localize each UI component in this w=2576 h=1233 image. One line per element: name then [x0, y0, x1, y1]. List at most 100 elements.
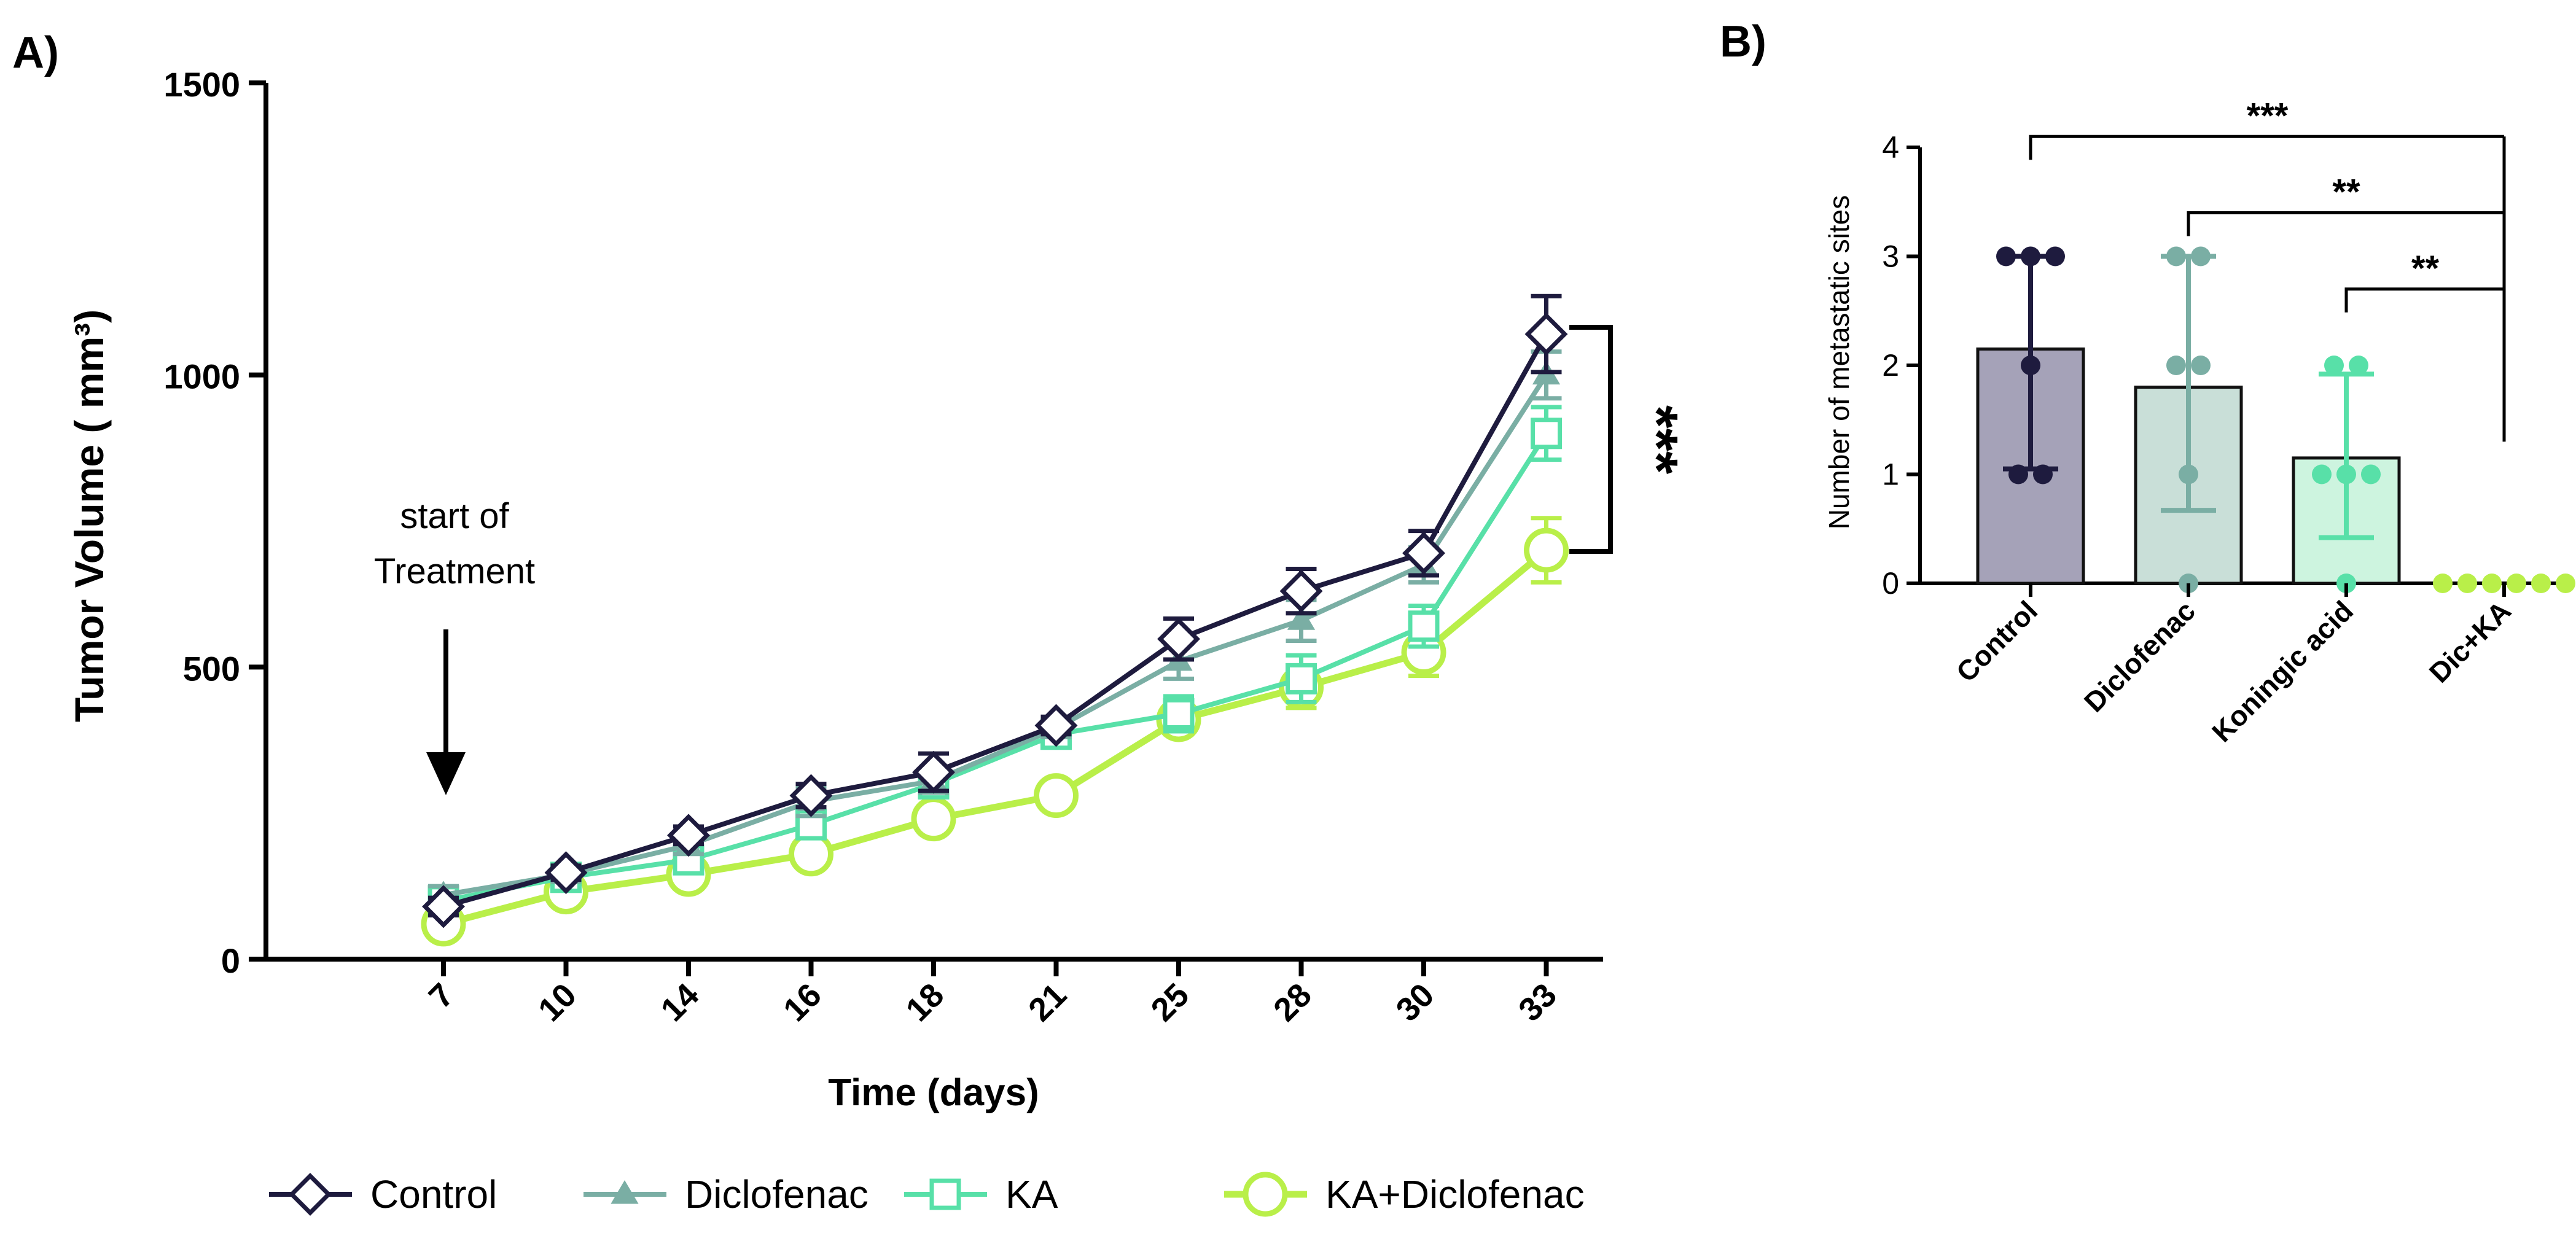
bar-group-koningic-acid [2292, 356, 2401, 593]
comparison-bracket: ** [2344, 249, 2504, 313]
bracket-line [2187, 211, 2504, 236]
x-tick-label: 21 [1021, 976, 1074, 1029]
series-ka-diclofenac [421, 516, 1569, 947]
data-point-square [1163, 698, 1195, 729]
bar-group-dic-ka [2433, 574, 2575, 593]
x-tick-label: 16 [776, 976, 829, 1029]
data-point [2033, 464, 2053, 484]
y-tick-label: 2 [1882, 348, 1899, 383]
y-tick-label: 1500 [163, 65, 240, 104]
data-point-circle [911, 796, 956, 842]
panel-b-label: B) [1720, 17, 1766, 66]
panel-b-y-axis-label: Number of metastatic sites [1823, 195, 1855, 530]
data-point-square [1286, 663, 1317, 694]
legend-item: Diclofenac [584, 1172, 868, 1216]
data-point-diamond [789, 774, 833, 817]
data-point [1996, 246, 2016, 266]
data-point-diamond [912, 750, 955, 794]
panel-b-comparisons: ******* [2029, 96, 2506, 442]
legend-item: Control [269, 1172, 497, 1216]
data-point-diamond [1157, 617, 1200, 661]
data-point-circle [1034, 773, 1079, 819]
data-point-diamond [1402, 531, 1445, 575]
data-point [2191, 356, 2211, 375]
data-point-diamond [422, 885, 465, 928]
x-tick-label: 33 [1512, 976, 1564, 1029]
significance-stars: *** [1624, 405, 1690, 475]
legend-marker-square [929, 1178, 961, 1210]
panel-a-label: A) [12, 28, 59, 77]
data-point-diamond [667, 814, 710, 857]
x-tick-label: Diclofenac [2078, 594, 2201, 718]
y-tick-label: 0 [1882, 566, 1899, 601]
panel-b-bars [1976, 246, 2575, 593]
legend-marker-diamond [289, 1173, 332, 1216]
panel-a-legend: Control Diclofenac KA KA+Diclofenac [269, 1172, 1585, 1217]
data-point [2191, 246, 2211, 266]
y-tick-label: 500 [183, 649, 240, 688]
bracket-label: ** [2411, 249, 2440, 289]
x-tick-label: 18 [899, 976, 951, 1029]
data-point-square [1531, 418, 1562, 449]
arrow-head-icon [426, 752, 466, 795]
x-tick-label: 28 [1267, 976, 1319, 1029]
panel-b-x-ticks: Control Diclofenac Koningic acid Dic+KA [1950, 583, 2517, 748]
tumor-volume-line-chart: A) 0 500 1000 1500 7 10 14 16 18 21 25 28 30 33 Tumo… [12, 28, 1690, 1217]
legend-item: KA+Diclofenac [1224, 1172, 1585, 1217]
panel-a-significance-bracket: *** [1569, 325, 1690, 554]
data-point [2021, 246, 2040, 266]
panel-a-x-ticks: 7 10 14 16 18 21 25 28 30 33 [422, 959, 1564, 1029]
data-point [2045, 246, 2065, 266]
bracket-line [2029, 134, 2504, 160]
y-tick-label: 1 [1882, 457, 1899, 492]
comparison-bracket: *** [2029, 96, 2504, 160]
data-point [2336, 464, 2356, 484]
data-point [2531, 574, 2551, 593]
panel-a-x-axis-label: Time (days) [828, 1072, 1039, 1114]
data-point-diamond [1524, 313, 1568, 356]
panel-b-y-ticks: 0 1 2 3 4 [1882, 130, 1920, 601]
bracket-label: ** [2332, 173, 2360, 212]
data-point [2312, 464, 2332, 484]
bar-group-control [1976, 246, 2085, 585]
data-point [2008, 464, 2028, 484]
legend-label: KA [1005, 1172, 1058, 1216]
x-tick-label: 25 [1144, 976, 1196, 1029]
legend-item: KA [904, 1172, 1058, 1216]
bracket-line [2344, 287, 2504, 313]
legend-label: Diclofenac [685, 1172, 868, 1216]
data-point-circle [1524, 527, 1569, 573]
legend-marker-circle [1243, 1172, 1288, 1217]
significance-bracket-line [1569, 325, 1613, 554]
data-point-diamond [1279, 569, 1323, 613]
x-tick-label: 10 [531, 976, 584, 1029]
series-control [422, 294, 1568, 928]
panel-a-series [421, 294, 1569, 947]
legend-marker-triangle [611, 1180, 639, 1204]
data-point [2021, 356, 2040, 375]
arrow-text-line2: Treatment [374, 551, 535, 591]
data-point-triangle [1287, 606, 1316, 630]
series-line [443, 432, 1548, 903]
data-point-diamond [544, 851, 588, 895]
y-tick-label: 1000 [163, 357, 240, 396]
data-point [2179, 464, 2198, 484]
panel-a-y-axis-label: Tumor Volume ( mm³) [66, 309, 112, 722]
x-tick-label: 7 [422, 976, 461, 1016]
y-tick-label: 3 [1882, 239, 1899, 274]
legend-label: KA+Diclofenac [1325, 1172, 1585, 1216]
series-line [442, 333, 1548, 909]
data-point [2457, 574, 2477, 593]
series-diclofenac [428, 349, 1562, 906]
metastatic-sites-bar-chart: B) 0 1 2 3 4 Control Diclofenac Koningic acid D… [1720, 17, 2575, 748]
data-point [2166, 356, 2186, 375]
data-point [2507, 574, 2526, 593]
legend-label: Control [370, 1172, 497, 1216]
y-tick-label: 0 [221, 941, 240, 980]
data-point [2349, 356, 2368, 375]
data-point [2482, 574, 2502, 593]
x-tick-label: 14 [654, 976, 706, 1029]
data-point [2433, 574, 2453, 593]
x-tick-label: 30 [1389, 976, 1442, 1029]
